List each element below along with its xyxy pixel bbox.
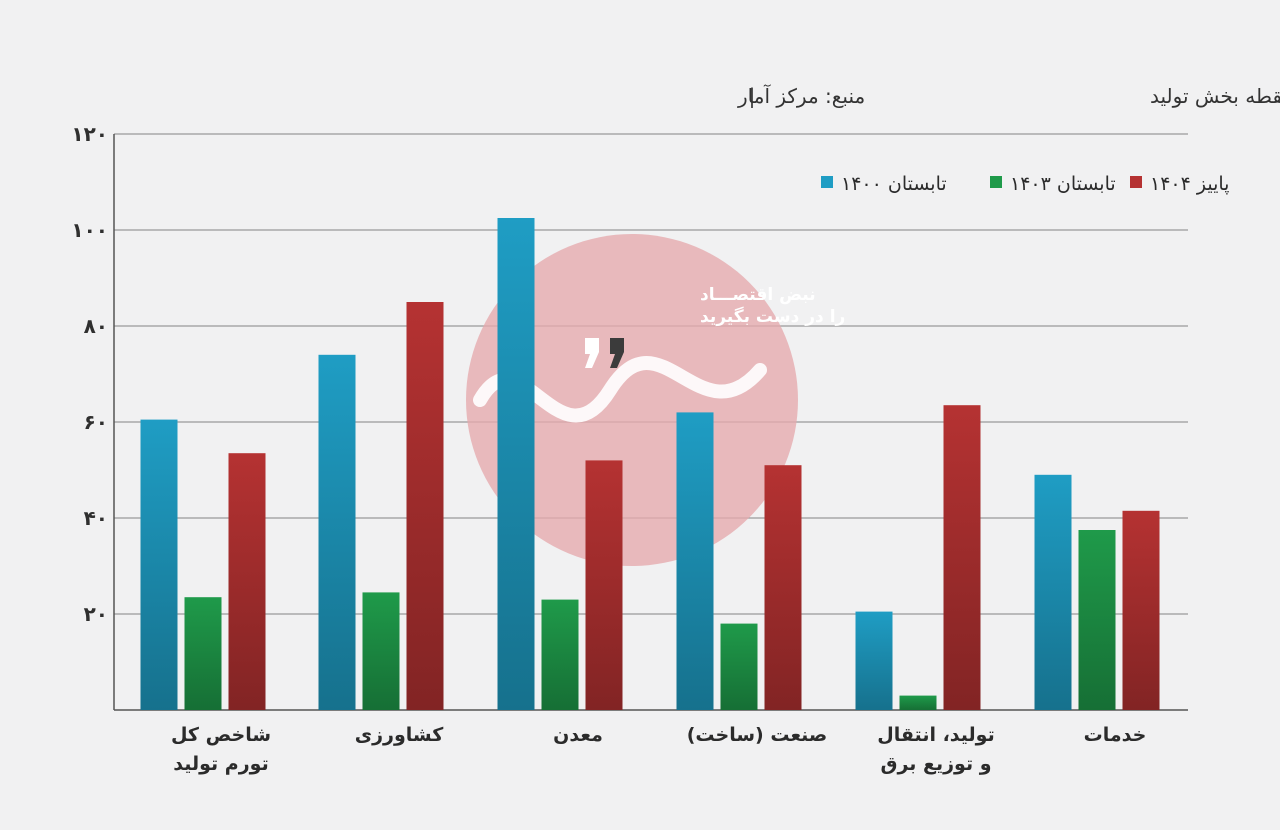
legend: پاییز ۱۴۰۴ تابستان ۱۴۰۳ تابستان ۱۴۰۰: [821, 173, 1229, 195]
category-label: معدن: [553, 724, 603, 746]
category-labels: شاخص کل تورم تولید کشاورزی معدن صنعت (ساخت) ت…: [171, 724, 1146, 775]
chart-source: منبع: مرکز آمار: [737, 83, 865, 108]
y-axis-ticks: ۲۰ ۴۰ ۶۰ ۸۰ ۱۰۰ ۱۲۰: [71, 122, 108, 626]
legend-label: تابستان ۱۴۰۰: [841, 173, 947, 195]
bar-series-1-cat-2: [541, 599, 579, 710]
category-label: تولید، انتقال: [877, 724, 994, 746]
category-label: شاخص کل: [171, 724, 271, 746]
bars: [140, 218, 1160, 710]
legend-label: تابستان ۱۴۰۳: [1010, 173, 1116, 195]
y-tick-label: ۲۰: [84, 602, 108, 626]
quote-icon: [585, 338, 624, 368]
y-tick-label: ۴۰: [84, 506, 108, 530]
legend-item: تابستان ۱۴۰۰: [821, 173, 947, 195]
bar-series-2-cat-2: [585, 460, 623, 710]
legend-item: پاییز ۱۴۰۴: [1130, 173, 1229, 195]
grid-lines: [114, 133, 1188, 615]
chart-title: شاخص‌های تورم نقطه‌به‌نقطه بخش تولید: [1150, 84, 1280, 108]
bar-series-0-cat-5: [1034, 474, 1072, 710]
bar-series-1-cat-5: [1078, 530, 1116, 710]
bar-series-0-cat-1: [318, 354, 356, 710]
bar-series-0-cat-0: [140, 419, 178, 710]
bar-series-2-cat-5: [1122, 510, 1160, 710]
bar-series-1-cat-4: [899, 695, 937, 710]
watermark: نبض اقتصـــاد را در دست بگیرید: [466, 234, 845, 566]
watermark-circle: [466, 234, 798, 566]
watermark-line2: را در دست بگیرید: [700, 306, 845, 327]
bar-series-2-cat-1: [406, 302, 444, 710]
y-tick-label: ۶۰: [84, 410, 108, 434]
category-label: خدمات: [1084, 724, 1147, 746]
bar-series-2-cat-3: [764, 465, 802, 710]
category-label: صنعت (ساخت): [687, 724, 828, 746]
bar-series-0-cat-2: [497, 218, 535, 710]
bar-series-2-cat-4: [943, 405, 981, 710]
bar-series-1-cat-3: [720, 623, 758, 710]
watermark-line1: نبض اقتصـــاد: [700, 285, 816, 305]
bar-series-0-cat-4: [855, 611, 893, 710]
category-label: تورم تولید: [173, 753, 268, 775]
legend-swatch: [990, 176, 1002, 188]
legend-item: تابستان ۱۴۰۳: [990, 173, 1116, 195]
y-tick-label: ۱۲۰: [71, 122, 108, 146]
bar-series-2-cat-0: [228, 453, 266, 710]
legend-label: پاییز ۱۴۰۴: [1150, 173, 1229, 195]
category-label: کشاورزی: [355, 724, 445, 746]
category-label: و توزیع برق: [880, 753, 991, 775]
y-tick-label: ۸۰: [84, 314, 108, 338]
legend-swatch: [1130, 176, 1142, 188]
legend-swatch: [821, 176, 833, 188]
bar-series-0-cat-3: [676, 412, 714, 710]
title-separator: |: [749, 84, 756, 108]
bar-series-1-cat-0: [184, 597, 222, 710]
y-tick-label: ۱۰۰: [71, 218, 108, 242]
bar-series-1-cat-1: [362, 592, 400, 710]
